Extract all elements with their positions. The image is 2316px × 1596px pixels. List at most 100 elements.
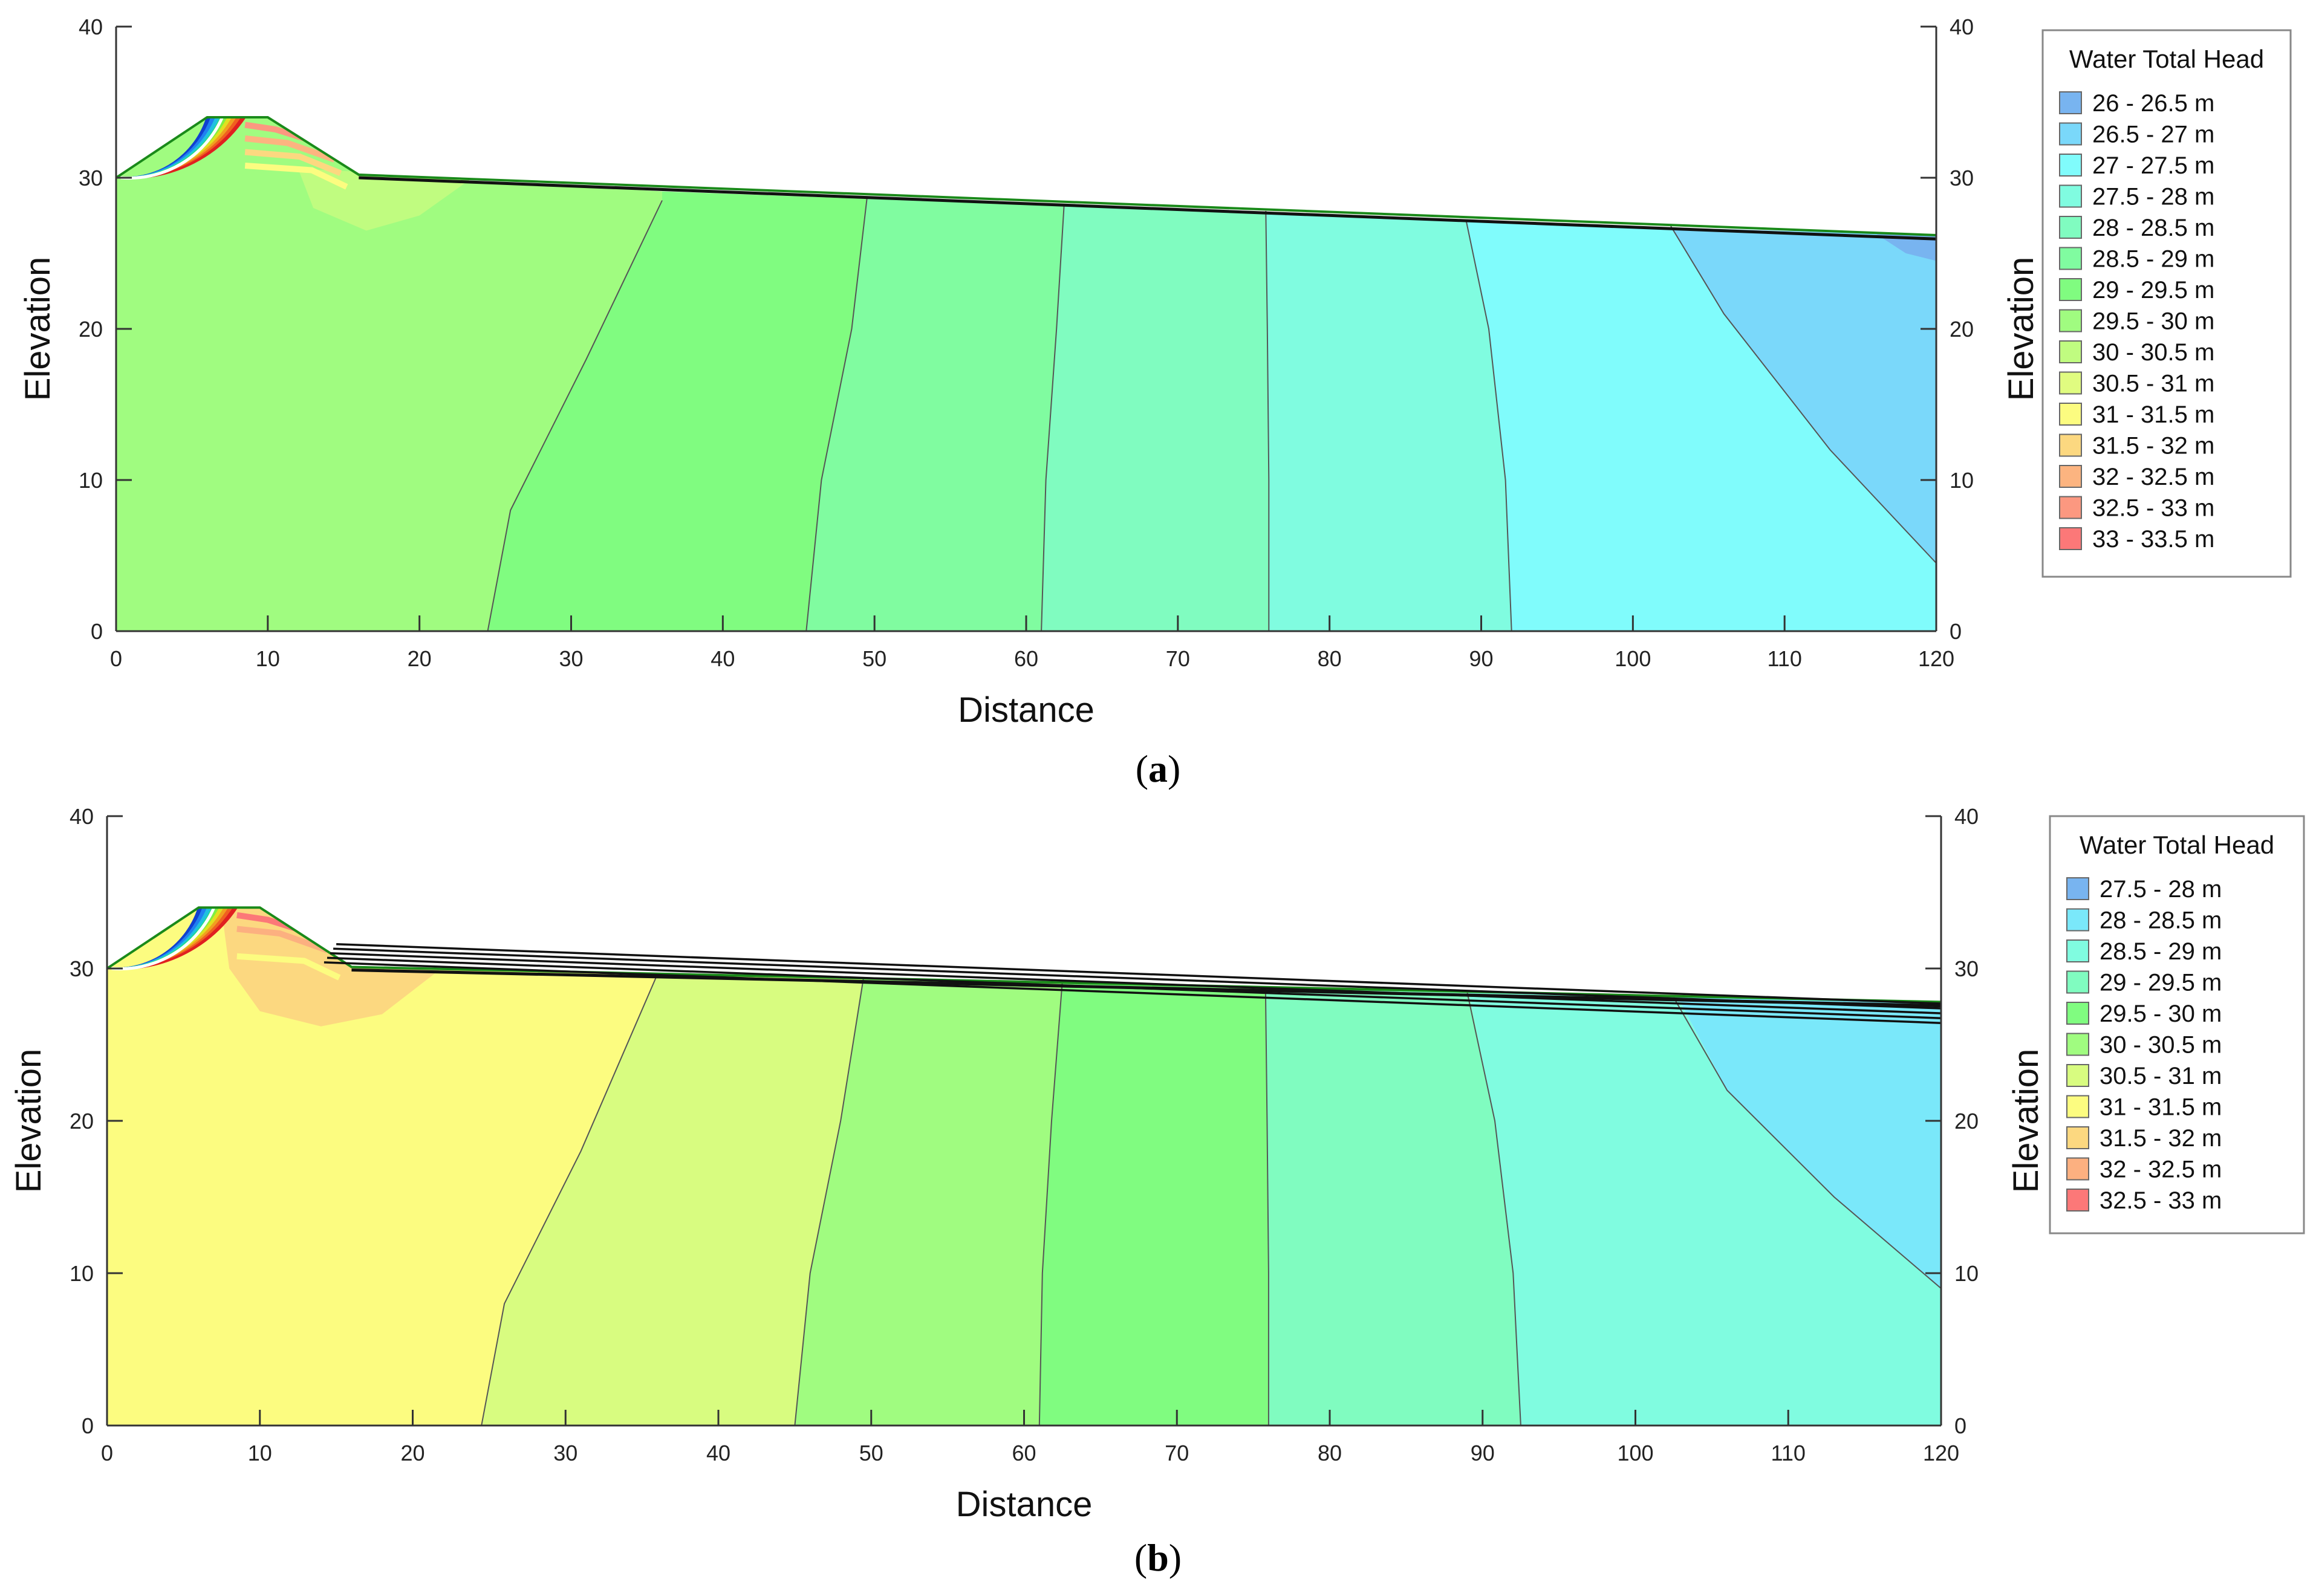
head-zone: [1671, 227, 1936, 563]
crest-band: [244, 163, 348, 190]
head-zone: [481, 967, 864, 1426]
legend-swatch: [2066, 1033, 2089, 1056]
head-zone: [1265, 981, 1521, 1426]
head-zone: [1467, 985, 1941, 1426]
y-tick-label-left: 30: [70, 956, 94, 981]
contour-zones: [107, 907, 1941, 1426]
contour-line: [1038, 982, 1063, 1426]
contour-line: [1670, 225, 1936, 564]
y-tick-label-left: 20: [79, 317, 103, 342]
head-zone: [1041, 205, 1269, 631]
legend-item-label: 32 - 32.5 m: [2092, 464, 2214, 490]
x-tick-label: 0: [101, 1441, 113, 1465]
legend-item-label: 31.5 - 32 m: [2100, 1125, 2222, 1152]
legend-swatch: [2059, 154, 2082, 177]
head-zone: [1266, 212, 1512, 631]
legend-swatch: [2059, 465, 2082, 488]
x-tick-label: 80: [1318, 1441, 1342, 1465]
x-tick-label: 50: [862, 646, 886, 671]
contour-line: [487, 200, 663, 631]
y-tick-label-left: 40: [70, 804, 94, 829]
x-tick-label: 20: [400, 1441, 424, 1465]
contour-line: [481, 974, 658, 1426]
x-tick-label: 70: [1166, 646, 1190, 671]
ground-surface-line: [115, 116, 1937, 236]
legend-swatch: [2059, 340, 2082, 363]
x-tick-label: 100: [1615, 646, 1651, 671]
critical-slip-surface: [111, 907, 216, 971]
legend-item-label: 29 - 29.5 m: [2092, 277, 2214, 303]
legend-item-label: 29 - 29.5 m: [2100, 970, 2222, 996]
x-tick-label: 0: [110, 646, 122, 671]
legend-item-label: 26 - 26.5 m: [2092, 90, 2214, 117]
crest-band: [244, 135, 336, 163]
legend-item-label: 29.5 - 30 m: [2092, 308, 2214, 335]
x-tick-label: 30: [553, 1441, 577, 1465]
legend-item-label: 26.5 - 27 m: [2092, 122, 2214, 148]
y-axis-label-left: Elevation: [18, 257, 57, 401]
contour-line: [805, 198, 868, 631]
head-zone: [107, 907, 657, 1426]
y-tick-label-right: 20: [1954, 1109, 1979, 1134]
legend-item-label: 27.5 - 28 m: [2100, 876, 2222, 903]
y-tick-label-right: 20: [1950, 317, 1974, 342]
crest-band: [236, 926, 328, 953]
head-zone: [1875, 233, 1936, 261]
legend-item-label: 28.5 - 29 m: [2100, 938, 2222, 965]
contour-line: [1264, 987, 1269, 1426]
contour-line: [1673, 997, 1941, 1289]
crest-band: [244, 149, 342, 177]
contour-line: [1265, 210, 1270, 631]
y-tick-label-right: 30: [1954, 956, 1979, 981]
head-zone: [1673, 990, 1941, 1289]
legend-item-label: 32.5 - 33 m: [2092, 495, 2214, 522]
head-zone: [1466, 220, 1936, 631]
legend: Water Total Head 27.5 - 28 m 28 - 28.5 m 28…: [2049, 815, 2305, 1234]
x-tick-label: 40: [711, 646, 735, 671]
x-tick-label: 60: [1014, 646, 1038, 671]
y-tick-label-left: 20: [70, 1109, 94, 1134]
legend-swatch: [2066, 1126, 2089, 1149]
contour-line: [1466, 993, 1521, 1426]
y-tick-label-right: 0: [1950, 619, 1962, 644]
head-zone: [221, 907, 443, 1027]
legend-swatch: [2066, 1189, 2089, 1212]
y-tick-label-right: 40: [1950, 15, 1974, 39]
legend-title: Water Total Head: [2069, 45, 2264, 73]
caption-a: (a): [1135, 747, 1181, 790]
legend-swatch: [2059, 122, 2082, 146]
contour-line: [1041, 204, 1065, 631]
legend-swatch: [2066, 1002, 2089, 1025]
legend: Water Total Head 26 - 26.5 m 26.5 - 27 m 27…: [2041, 29, 2292, 578]
x-tick-label: 110: [1771, 1441, 1806, 1465]
layer-line: [330, 952, 1942, 1014]
legend-swatch: [2059, 496, 2082, 519]
critical-slip-surface: [120, 117, 224, 180]
legend-item-label: 29.5 - 30 m: [2100, 1001, 2222, 1027]
legend-item-label: 27.5 - 28 m: [2092, 184, 2214, 210]
x-tick-label: 10: [256, 646, 280, 671]
legend-item-label: 28 - 28.5 m: [2092, 215, 2214, 241]
slip-surface-fan: [111, 907, 238, 971]
x-tick-label: 120: [1918, 646, 1954, 671]
x-tick-label: 120: [1923, 1441, 1959, 1465]
legend-swatch: [2059, 247, 2082, 270]
y-tick-label-right: 10: [1954, 1261, 1979, 1286]
head-zone: [1039, 976, 1269, 1426]
x-tick-label: 60: [1012, 1441, 1036, 1465]
legend-item-label: 30 - 30.5 m: [2100, 1032, 2222, 1059]
legend-box: [2049, 815, 2305, 1234]
y-tick-label-left: 10: [70, 1261, 94, 1286]
x-tick-label: 20: [408, 646, 432, 671]
x-tick-label: 90: [1469, 646, 1493, 671]
legend-swatch: [2059, 184, 2082, 208]
legend-box: [2041, 29, 2292, 578]
legend-swatch: [2066, 939, 2089, 962]
legend-item-label: 28.5 - 29 m: [2092, 246, 2214, 273]
layer-line: [327, 956, 1942, 1019]
x-tick-label: 50: [859, 1441, 883, 1465]
y-axis-label-right: Elevation: [2006, 1049, 2046, 1193]
y-axis-label-right: Elevation: [2002, 257, 2041, 401]
